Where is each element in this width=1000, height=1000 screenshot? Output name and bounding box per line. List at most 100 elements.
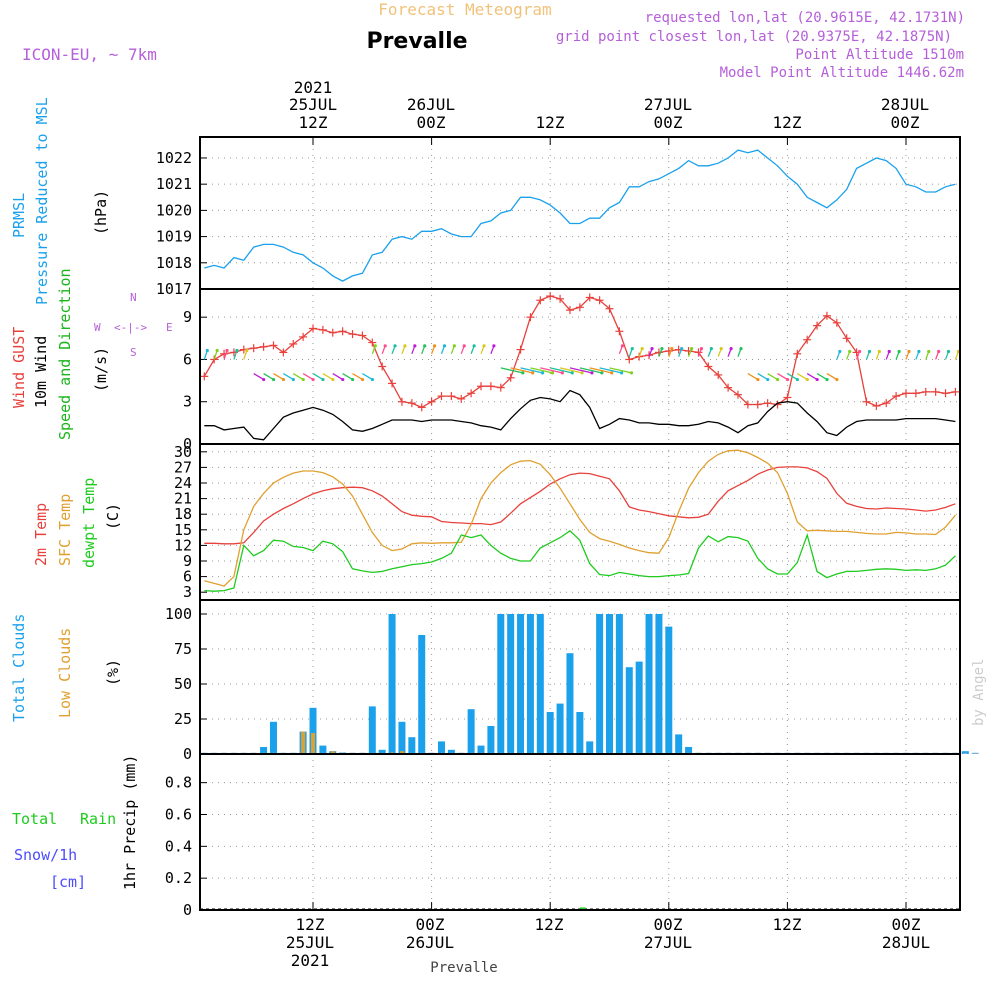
bottom-time-hour: 12Z (296, 915, 325, 934)
wind-arrow-shaft (302, 372, 314, 381)
gust-marker (496, 383, 505, 392)
wind-arrow-head (442, 344, 447, 348)
top-time-date: 26JUL (407, 95, 455, 114)
wind-direction-arrow (678, 347, 684, 357)
wind-direction-arrow (668, 347, 674, 357)
y-tick-label: 1018 (156, 254, 192, 272)
wind-arrow-head (301, 377, 305, 382)
gust-marker (328, 328, 337, 337)
gust-marker (763, 399, 772, 408)
gust-marker (803, 335, 812, 344)
wind-direction-arrow (480, 344, 486, 355)
gust-marker (309, 324, 317, 333)
bar-total (467, 709, 475, 754)
wind-arrow-head (281, 377, 286, 382)
top-time-date: 25JUL (289, 95, 337, 114)
wind-arrow-shaft (253, 372, 265, 381)
wind-arrow-shaft (757, 372, 769, 381)
wind-arrow-head (689, 347, 694, 351)
bottom-time-hour: 00Z (416, 915, 445, 934)
wind-direction-arrow (658, 347, 664, 357)
wind-arrow-head (383, 344, 387, 348)
top-time-hour: 12Z (299, 113, 328, 132)
precip-unit: 1hr Precip (mm) (121, 755, 139, 890)
gust-marker (437, 392, 446, 401)
wind-direction-arrow (895, 349, 901, 360)
wind-direction-arrow (550, 367, 574, 375)
compass-west: W (94, 321, 101, 334)
wind-arrow-head (917, 349, 921, 354)
top-time-hour: 12Z (536, 113, 565, 132)
bar-total (645, 614, 653, 754)
bar-low (399, 751, 404, 754)
y-tick-label: 18 (174, 505, 192, 523)
bar-total (536, 614, 544, 754)
bottom-time-year: 2021 (291, 951, 330, 970)
bottom-time-date: 26JUL (406, 933, 454, 952)
compass-arrows: <-|-> (114, 321, 147, 334)
series-line-wind10m (204, 389, 956, 441)
wind-arrow-head (620, 344, 624, 348)
snow-unit-label: [cm] (50, 873, 86, 891)
bar-low (301, 731, 306, 754)
snow-label: Snow/1h (14, 846, 77, 864)
wind-arrow-head (360, 377, 365, 382)
wind-arrow-head (331, 377, 335, 382)
gust-marker (220, 349, 229, 358)
gust-marker (536, 296, 545, 305)
wind-arrow-head (897, 349, 901, 354)
wind-direction-arrow (925, 349, 931, 360)
wind-direction-arrow (737, 347, 743, 357)
y-tick-label: 6 (183, 350, 192, 368)
total-label: Total (12, 810, 57, 828)
wind-arrow-head (629, 371, 634, 375)
gust-marker (378, 362, 387, 371)
wind-arrow-shaft (609, 367, 632, 374)
wind-arrow-head (610, 371, 614, 375)
bar-total (319, 745, 327, 754)
wind10m-label: 10m Wind (32, 336, 50, 408)
gust-marker (605, 304, 614, 313)
bottom-time-label: 12Z 25JUL 2021 (286, 915, 334, 970)
gust-marker (714, 370, 723, 379)
wind-arrow-head (776, 377, 780, 382)
gust-marker (249, 344, 258, 353)
wind-direction-arrow (430, 344, 437, 355)
wind-arrow-shaft (767, 372, 778, 381)
wind-arrow-head (630, 347, 634, 351)
bar-total (526, 614, 534, 754)
wind-direction-arrow (470, 344, 476, 355)
panel-frames (199, 136, 961, 911)
wind-arrow-head (729, 347, 733, 351)
bottom-time-hour: 12Z (535, 915, 564, 934)
gust-marker (388, 379, 397, 388)
y-tick-label: 21 (174, 490, 192, 508)
wind-direction-arrow (806, 372, 819, 382)
bar-total (566, 653, 574, 754)
wind-arrow-head (321, 377, 325, 382)
wind-arrow-head (341, 377, 345, 382)
wind-arrow-head (215, 348, 219, 353)
gust-marker (447, 392, 456, 401)
y-tick-label: 24 (174, 474, 192, 492)
gust-marker (753, 400, 762, 409)
wind-direction-arrow (687, 347, 694, 357)
pressure-label-long: Pressure Reduced to MSL (33, 97, 51, 305)
gust-marker (615, 327, 624, 336)
wind-direction-arrow (638, 347, 644, 357)
top-time-hour: 00Z (417, 113, 446, 132)
wind-direction-arrow (460, 344, 466, 355)
wind-direction-arrow (332, 372, 345, 382)
wind-direction-arrow (213, 348, 219, 360)
wind-direction-arrow (362, 372, 375, 382)
top-time-label: 2021 25JUL 12Z (289, 78, 337, 132)
temp-panel-labels: 2m Temp SFC Temp dewpt Temp (C) (32, 478, 122, 568)
panel-frame (199, 288, 961, 445)
gust-marker (289, 339, 298, 348)
grid-point-coords: grid point closest lon,lat (20.9375E, 42… (556, 29, 952, 45)
bar-total (586, 741, 594, 754)
bar-total (487, 726, 495, 754)
wind-direction-arrow (401, 344, 407, 355)
wind-direction-arrow (915, 349, 921, 360)
